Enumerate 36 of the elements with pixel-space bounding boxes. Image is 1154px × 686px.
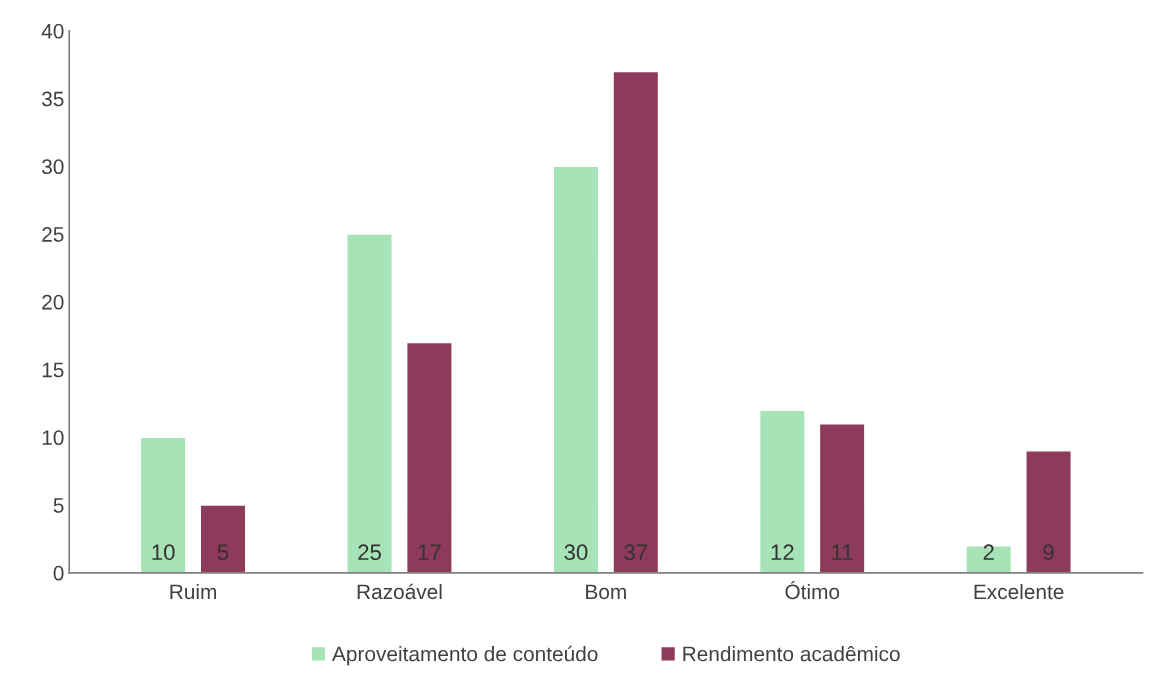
y-tick-label: 30: [42, 159, 64, 175]
bar: [139, 436, 187, 573]
bar: [552, 165, 600, 573]
y-tick-label: 15: [42, 362, 64, 378]
data-label: 2: [983, 544, 994, 560]
data-label: 30: [564, 544, 588, 561]
data-label: 37: [624, 544, 648, 561]
y-tick-label: 0: [53, 565, 64, 581]
bar: [818, 423, 866, 573]
data-label: 10: [152, 544, 175, 561]
data-label: 17: [418, 544, 441, 560]
bar: [346, 233, 393, 573]
x-tick-label: Ruim: [170, 583, 217, 600]
bar: [405, 341, 453, 573]
data-label: 12: [771, 544, 794, 560]
bar: [965, 545, 1013, 573]
data-label: 11: [832, 544, 853, 560]
bar: [199, 504, 247, 573]
data-label: 5: [217, 544, 229, 561]
x-tick-label: Excelente: [974, 583, 1064, 600]
y-tick-label: 5: [53, 498, 64, 513]
data-label: 9: [1043, 544, 1054, 561]
y-tick-label: 20: [42, 294, 64, 310]
y-tick-label: 35: [42, 91, 64, 107]
bar: [612, 70, 660, 573]
y-tick-label: 25: [42, 227, 64, 242]
data-label: 25: [358, 544, 381, 561]
y-tick-label: 10: [42, 430, 64, 446]
x-tick-label: Ótimo: [785, 580, 840, 600]
x-tick-label: Razoável: [357, 583, 442, 600]
legend-label: Aproveitamento de conteúdo: [332, 645, 598, 666]
bar: [1025, 450, 1072, 573]
x-tick-label: Bom: [586, 584, 626, 600]
legend-label: Rendimento acadêmico: [683, 645, 900, 662]
bar: [758, 409, 806, 573]
y-tick-label: 40: [41, 23, 64, 39]
